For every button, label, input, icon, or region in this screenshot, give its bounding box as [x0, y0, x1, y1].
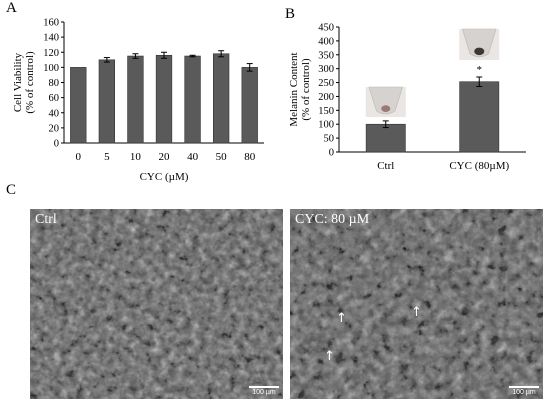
y-tick-label: 350	[318, 50, 334, 61]
y-tick-label: 100	[43, 63, 59, 74]
y-axis-label: Melanin Content(% of control)	[288, 52, 312, 126]
x-tick-label: 80	[244, 151, 256, 163]
y-tick-label: 0	[329, 148, 334, 159]
y-tick-label: 160	[43, 18, 59, 29]
y-tick-label: 80	[49, 78, 60, 89]
bar	[184, 55, 201, 144]
y-axis-label: Cell Viability(% of control)	[12, 51, 36, 114]
x-tick-label: 0	[76, 151, 82, 163]
y-axis-label-line: (% of control)	[24, 51, 36, 114]
y-tick-label: 40	[49, 108, 60, 119]
up-arrow-icon: ↑	[324, 349, 335, 364]
bar	[155, 54, 173, 144]
micrograph-ctrl: Ctrl 100 µm	[30, 209, 283, 399]
scale-bar-label: 100 µm	[512, 389, 536, 396]
bar	[127, 55, 144, 144]
panel-b-letter: B	[285, 6, 296, 22]
y-tick-label: 450	[318, 23, 334, 34]
bar	[241, 67, 258, 144]
ctrl-tube-photo	[365, 86, 406, 117]
x-tick-label: Ctrl	[377, 160, 394, 172]
y-axis-label-line: Cell Viability	[12, 52, 24, 112]
y-tick-label: 140	[43, 33, 59, 44]
bar	[459, 81, 500, 153]
y-tick-label: 20	[49, 123, 60, 134]
y-tick-label: 120	[43, 48, 59, 59]
scale-bar-line	[249, 386, 279, 388]
up-arrow-icon: ↑	[411, 305, 422, 320]
y-tick-label: 250	[318, 78, 334, 89]
x-tick-label: 10	[130, 151, 142, 163]
scale-bar-label: 100 µm	[252, 389, 276, 396]
x-tick-label: 20	[159, 151, 171, 163]
panel-a-letter: A	[6, 0, 17, 16]
y-tick-label: 100	[318, 120, 334, 131]
scale-bar: 100 µm	[249, 386, 279, 396]
x-tick-label: 40	[187, 151, 199, 163]
y-axis-label-line: Melanin Content	[288, 52, 300, 126]
y-tick-label: 150	[318, 106, 334, 117]
up-arrow-icon: ↑	[336, 311, 347, 326]
micrograph-label: CYC: 80 µM	[295, 212, 370, 227]
bar	[212, 53, 230, 144]
x-tick-label: CYC (80µM)	[449, 160, 509, 172]
y-axis-label-line: (% of control)	[300, 58, 312, 121]
cell-viability-chart: 0 20 40 60 80 100 120 140 160 0 5 10 20 40 50 80 Cell Vi…	[12, 18, 264, 183]
y-tick-label: 50	[324, 134, 335, 145]
melanin-pellet	[381, 105, 391, 112]
scale-bar: 100 µm	[509, 386, 539, 396]
cell-texture-image	[30, 209, 283, 399]
cyc-tube-photo	[459, 28, 500, 60]
y-tick-label: 60	[49, 93, 60, 104]
x-tick-label: 5	[104, 151, 110, 163]
y-tick-label: 0	[54, 139, 59, 150]
tube-outline	[368, 86, 403, 115]
x-axis-label: CYC (µM)	[140, 171, 189, 183]
cell-texture-image	[290, 209, 543, 399]
y-tick-label: 300	[318, 64, 334, 75]
significance-star: *	[477, 64, 483, 76]
melanin-content-chart: 0 50 100 150 200 250 300 350 400 450 Ctrl CYC (80µM…	[288, 23, 526, 172]
micrograph-cyc: CYC: 80 µM ↑ ↑ ↑ 100 µm	[290, 209, 543, 399]
melanin-pellet	[474, 47, 485, 56]
x-tick-label: 50	[216, 151, 228, 163]
micrograph-label: Ctrl	[35, 212, 57, 227]
y-tick-label: 200	[318, 92, 334, 103]
tube-outline	[462, 28, 497, 58]
bar	[365, 123, 406, 153]
bar	[98, 59, 116, 144]
panel-c-letter: C	[6, 182, 17, 198]
scale-bar-line	[509, 386, 539, 388]
bar	[70, 67, 87, 144]
y-tick-label: 400	[318, 36, 334, 47]
